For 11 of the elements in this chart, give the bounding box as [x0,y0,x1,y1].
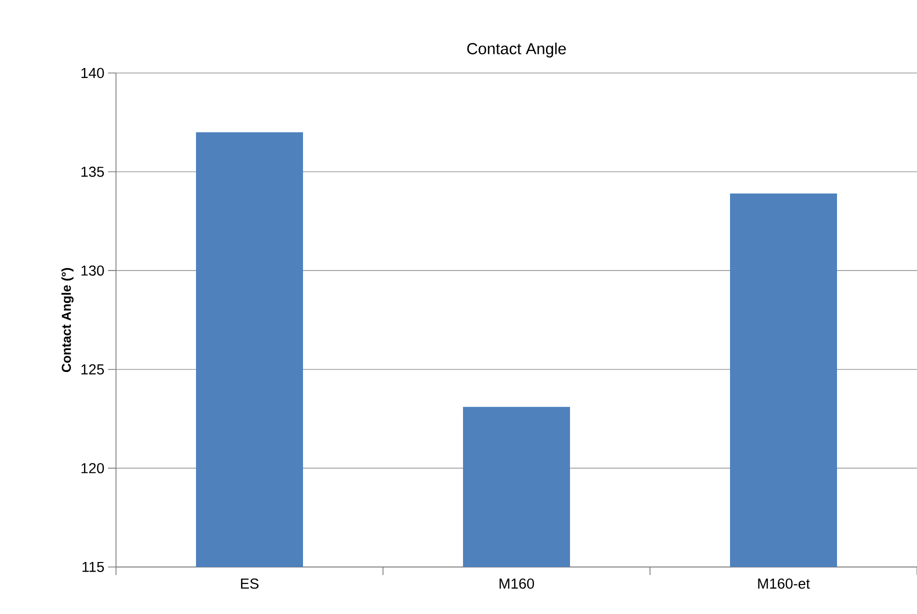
x-tick-label: M160 [500,578,534,589]
y-axis-title: Contact Angle (°) [61,268,74,372]
y-tick-label: 135 [81,166,104,177]
y-tick-label: 125 [81,364,104,374]
x-tick-label: ES [241,578,258,589]
y-tick-label: 130 [81,265,104,276]
y-tick-label: 120 [81,463,104,474]
y-tick-label: 140 [81,68,104,78]
y-tick-label: 115 [82,562,104,572]
x-tick-label: M160-et [758,578,810,589]
chart-title: Contact Angle [467,42,566,58]
